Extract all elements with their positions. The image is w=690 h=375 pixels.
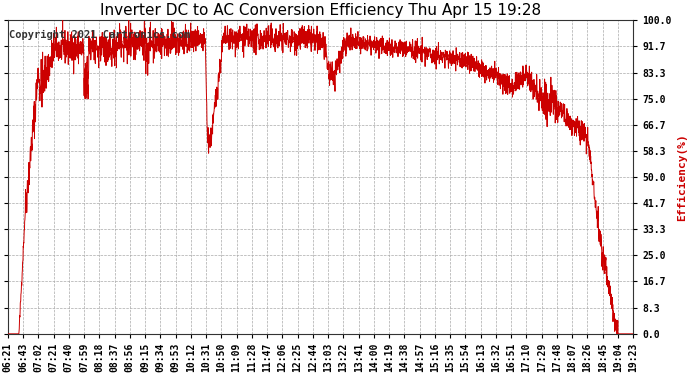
Y-axis label: Efficiency(%): Efficiency(%) [677,133,687,221]
Text: Copyright 2021 Cartronics.com: Copyright 2021 Cartronics.com [9,30,190,40]
Title: Inverter DC to AC Conversion Efficiency Thu Apr 15 19:28: Inverter DC to AC Conversion Efficiency … [100,3,541,18]
